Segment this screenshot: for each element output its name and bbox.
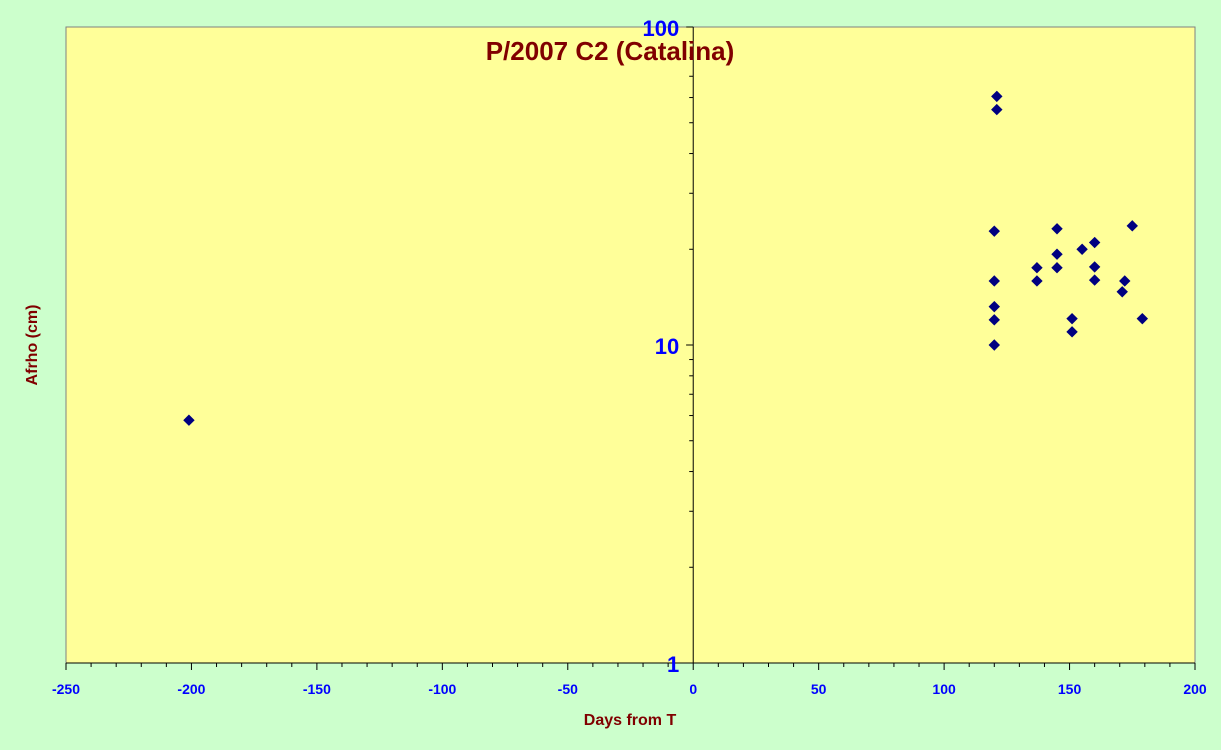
x-tick-label: -250 (52, 681, 80, 697)
data-point (991, 103, 1003, 116)
data-point (183, 414, 195, 426)
data-point (1031, 275, 1043, 287)
x-axis-label: Days from T (584, 712, 677, 729)
data-point (988, 314, 1000, 326)
plot-area (65, 26, 1196, 664)
data-points (183, 90, 1149, 426)
x-tick-label: -50 (558, 681, 578, 697)
data-point (1119, 275, 1131, 287)
x-tick-label: 200 (1183, 681, 1207, 697)
y-tick-label: 100 (643, 16, 680, 41)
y-axis-label: Afrho (cm) (24, 305, 41, 386)
tick-labels: -250 -200 -150 -100 -50 0 50 100 150 200 1 10 100 (52, 16, 1207, 697)
data-point (988, 275, 1000, 287)
data-point (988, 300, 1000, 313)
data-point (991, 90, 1003, 103)
data-point (988, 225, 1000, 237)
chart-title: P/2007 C2 (Catalina) (486, 36, 735, 66)
x-tick-label: 0 (689, 681, 697, 697)
x-tick-label: -200 (177, 681, 205, 697)
y-tick-label: 1 (667, 652, 679, 677)
data-point (1066, 312, 1078, 325)
x-tick-label: 150 (1058, 681, 1082, 697)
data-point (1031, 262, 1043, 274)
data-point (1066, 326, 1078, 338)
data-point (1088, 236, 1101, 249)
x-tick-label: 100 (932, 681, 956, 697)
data-point (1051, 248, 1063, 260)
data-point (1088, 274, 1101, 286)
x-tick-label: -150 (303, 681, 331, 697)
data-point (988, 339, 1000, 351)
data-point (1076, 243, 1088, 255)
y-tick-label: 10 (655, 334, 679, 359)
data-point (1088, 261, 1101, 273)
x-tick-label: 50 (811, 681, 827, 697)
data-point (1116, 286, 1128, 298)
data-point (1126, 220, 1138, 232)
data-point (1051, 262, 1063, 274)
data-point (1136, 312, 1149, 325)
data-point (1051, 223, 1063, 235)
tick-marks (65, 26, 1196, 670)
x-tick-label: -100 (428, 681, 456, 697)
